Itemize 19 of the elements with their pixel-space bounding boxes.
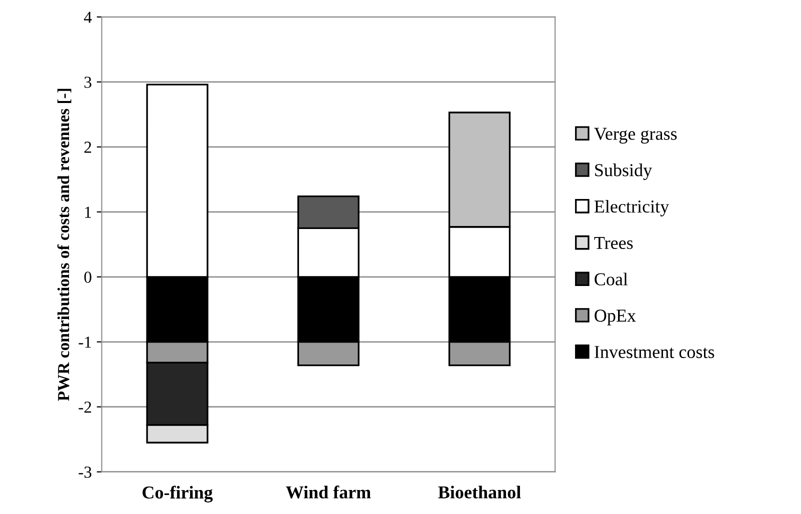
legend-label: Coal xyxy=(594,272,628,286)
y-tick-label: 4 xyxy=(84,12,92,23)
x-tick-label: Bioethanol xyxy=(438,486,521,498)
legend-label: Verge grass xyxy=(594,128,677,144)
y-axis-title: PWR contributions of costs and revenues [-] xyxy=(57,88,72,401)
x-tick-label: Wind farm xyxy=(286,486,371,499)
y-tick-label: 2 xyxy=(84,142,92,153)
y-tick-label: -2 xyxy=(78,402,92,413)
legend-label: Trees xyxy=(594,237,633,250)
legend-label: Investment costs xyxy=(594,346,714,358)
legend-label: OpEx xyxy=(594,310,636,326)
legend-label: Electricity xyxy=(594,200,670,216)
y-tick-label: -3 xyxy=(78,466,92,478)
legend-label: Subsidy xyxy=(595,164,652,180)
x-tick-label: Co-firing xyxy=(142,486,213,502)
y-tick-label: 0 xyxy=(84,272,92,283)
y-tick-label: 3 xyxy=(84,76,92,88)
y-tick-label: -1 xyxy=(78,336,92,348)
y-tick-label: 1 xyxy=(85,206,92,218)
